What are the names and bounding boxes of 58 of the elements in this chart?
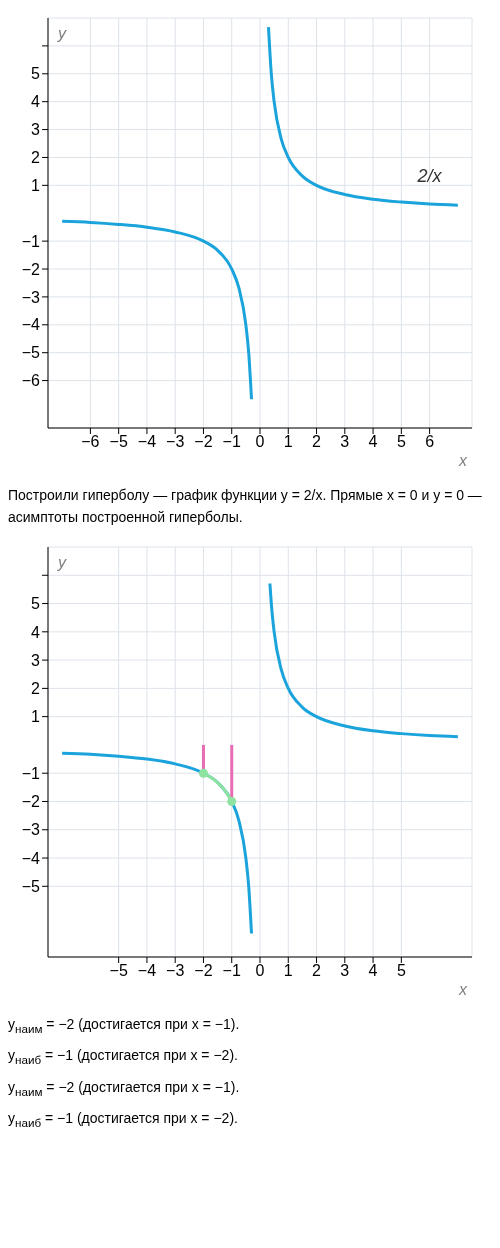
x-tick-label: −5 — [109, 433, 128, 451]
text: y$_{наиб}$ = −1 (достигается при x = −2). — [8, 1109, 239, 1131]
y-tick-label: 3 — [31, 651, 41, 669]
y-axis-title: y — [57, 25, 67, 43]
y-tick-label: −4 — [21, 849, 41, 867]
x-tick-label: 4 — [368, 433, 378, 451]
y-tick-label: 5 — [31, 595, 41, 613]
y-tick-label: 3 — [31, 121, 41, 139]
x-tick-label: 5 — [396, 433, 406, 451]
line-series — [266, 25, 460, 207]
y-tick-label: 1 — [31, 708, 41, 726]
x-tick-label: −3 — [166, 433, 185, 451]
y-tick-label: −2 — [21, 260, 41, 278]
x-tick-label: 0 — [255, 962, 265, 980]
x-tick-label: −1 — [222, 962, 241, 980]
y-tick-label: −2 — [21, 792, 41, 810]
x-tick-label: 3 — [340, 433, 350, 451]
x-tick-label: 0 — [255, 433, 265, 451]
y-tick-label: 4 — [31, 623, 41, 641]
text: y$_{наим}$ = −2 (достигается при x = −1). — [8, 1014, 241, 1037]
x-tick-label: 5 — [396, 962, 406, 980]
x-axis-title: x — [458, 451, 468, 469]
text: Построили гиперболу — график функции y = 2/x. Прямые x = 0 и y = 0 — асимптоты построенной гиперболы. — [8, 486, 483, 528]
y-axis-title: y — [57, 554, 67, 572]
x-tick-label: −6 — [81, 433, 100, 451]
text: y$_{наиб}$ = −1 (достигается при x = −2). — [8, 1046, 239, 1069]
y-tick-label: −5 — [21, 344, 41, 362]
x-axis-title: x — [458, 980, 468, 998]
y-tick-label: 1 — [31, 177, 41, 195]
x-tick-label: −2 — [194, 433, 213, 451]
series-label: 2/x — [416, 166, 443, 187]
y-tick-label: −1 — [21, 764, 41, 782]
x-tick-label: −4 — [137, 962, 157, 980]
y-tick-label: 2 — [31, 679, 41, 697]
y-tick-label: 2 — [31, 149, 41, 167]
x-tick-label: 2 — [312, 433, 322, 451]
y-tick-label: 4 — [31, 93, 41, 111]
x-tick-label: 1 — [283, 962, 293, 980]
x-tick-label: −5 — [109, 962, 128, 980]
y-tick-label: −1 — [21, 232, 41, 250]
x-tick-label: −4 — [137, 433, 157, 451]
line-series — [268, 581, 460, 739]
y-tick-label: −4 — [21, 316, 41, 334]
x-tick-label: −1 — [222, 433, 241, 451]
x-tick-label: −3 — [166, 962, 185, 980]
x-tick-label: 4 — [368, 962, 378, 980]
y-tick-label: −6 — [21, 372, 41, 390]
y-tick-label: 5 — [31, 65, 41, 83]
y-tick-label: −5 — [21, 877, 41, 895]
x-tick-label: −2 — [194, 962, 213, 980]
line-series — [60, 219, 254, 401]
x-tick-label: 3 — [340, 962, 350, 980]
x-tick-label: 2 — [312, 962, 322, 980]
x-tick-label: 1 — [283, 433, 293, 451]
x-tick-label: 6 — [425, 433, 435, 451]
text: y$_{наим}$ = −2 (достигается при x = −1). — [8, 1077, 241, 1100]
y-tick-label: −3 — [21, 821, 41, 839]
y-tick-label: −3 — [21, 288, 41, 306]
